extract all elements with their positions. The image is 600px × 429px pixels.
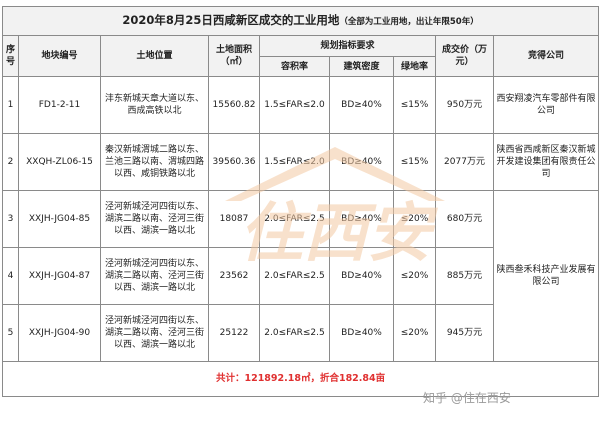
title-text: 2020年8月25日西咸新区成交的工业用地 — [122, 13, 340, 27]
cell-area: 15560.82 — [208, 76, 260, 134]
header-location: 土地位置 — [100, 35, 209, 77]
cell-far: 2.0≤FAR≤2.5 — [259, 247, 330, 305]
header-parcel: 地块编号 — [18, 35, 101, 77]
cell-location: 泾河新城泾河四街以东、湖滨二路以南、泾河三街以西、湖滨一路以北 — [100, 304, 209, 362]
title-note: （全部为工业用地，出让年限50年） — [339, 17, 479, 27]
cell-parcel: FD1-2-11 — [18, 76, 101, 134]
cell-seq: 1 — [2, 76, 19, 134]
cell-far: 2.0≤FAR≤2.5 — [259, 190, 330, 248]
cell-price: 2077万元 — [435, 133, 494, 191]
cell-green: ≤20% — [393, 304, 436, 362]
cell-density: BD≥40% — [329, 247, 394, 305]
credit-label: 知乎 @住在西安 — [423, 391, 511, 405]
cell-green: ≤20% — [393, 247, 436, 305]
cell-far: 1.5≤FAR≤2.0 — [259, 133, 330, 191]
table-row: 3 XXJH-JG04-85 泾河新城泾河四街以东、湖滨二路以南、泾河三街以西、… — [2, 190, 600, 362]
cell-area: 18087 — [208, 190, 260, 248]
cell-price: 950万元 — [435, 76, 494, 134]
cell-green: ≤15% — [393, 76, 436, 134]
cell-price: 885万元 — [435, 247, 494, 305]
header-density: 建筑密度 — [329, 56, 394, 77]
cell-location: 秦汉新城渭城二路以东、兰池三路以南、渭城四路以西、咸铜铁路以北 — [100, 133, 209, 191]
header-green: 绿地率 — [393, 56, 436, 77]
cell-parcel: XXJH-JG04-85 — [18, 190, 101, 248]
cell-winner: 陕西省西咸新区秦汉新城开发建设集团有限责任公司 — [492, 133, 600, 191]
cell-seq: 2 — [2, 133, 19, 191]
header-seq: 序号 — [2, 35, 19, 77]
table-footer: 共计：121892.18㎡，折合182.84亩 — [1, 361, 600, 397]
table-title: 2020年8月25日西咸新区成交的工业用地（全部为工业用地，出让年限50年） — [1, 6, 600, 36]
table-row: 1 FD1-2-11 沣东新城天章大道以东、西成高铁以北 15560.82 1.… — [2, 76, 600, 134]
cell-density: BD≥40% — [329, 76, 394, 134]
cell-density: BD≥40% — [329, 133, 394, 191]
cell-seq: 5 — [2, 304, 19, 362]
cell-price: 680万元 — [435, 190, 494, 248]
cell-price: 945万元 — [435, 304, 494, 362]
cell-location: 沣东新城天章大道以东、西成高铁以北 — [100, 76, 209, 134]
cell-winner: 陕西叁禾科技产业发展有限公司 — [492, 190, 600, 362]
cell-density: BD≥40% — [329, 304, 394, 362]
total-summary: 共计：121892.18㎡，折合182.84亩 — [215, 373, 386, 384]
cell-area: 23562 — [208, 247, 260, 305]
cell-seq: 4 — [2, 247, 19, 305]
cell-green: ≤20% — [393, 190, 436, 248]
cell-area: 25122 — [208, 304, 260, 362]
cell-parcel: XXJH-JG04-90 — [18, 304, 101, 362]
table-row: 4 XXJH-JG04-87 泾河新城泾河四街以东、湖滨二路以南、泾河三街以西、… — [2, 247, 599, 305]
cell-location: 泾河新城泾河四街以东、湖滨二路以南、泾河三街以西、湖滨一路以北 — [100, 247, 209, 305]
cell-far: 1.5≤FAR≤2.0 — [259, 76, 330, 134]
header-winner: 竞得公司 — [492, 35, 600, 77]
cell-density: BD≥40% — [329, 190, 394, 248]
cell-parcel: XXJH-JG04-87 — [18, 247, 101, 305]
cell-far: 2.0≤FAR≤2.5 — [259, 304, 330, 362]
header-area: 土地面积（㎡） — [208, 35, 260, 77]
header-planning: 规划指标要求 — [259, 35, 436, 57]
cell-seq: 3 — [2, 190, 19, 248]
header-price: 成交价（万元） — [435, 35, 494, 77]
cell-winner: 西安翔凌汽车零部件有限公司 — [492, 76, 600, 134]
table-row: 2 XXQH-ZL06-15 秦汉新城渭城二路以东、兰池三路以南、渭城四路以西、… — [2, 133, 600, 191]
header-far: 容积率 — [259, 56, 330, 77]
cell-green: ≤15% — [393, 133, 436, 191]
land-transaction-table: 2020年8月25日西咸新区成交的工业用地（全部为工业用地，出让年限50年） 序… — [1, 6, 600, 397]
cell-location: 泾河新城泾河四街以东、湖滨二路以南、泾河三街以西、湖滨一路以北 — [100, 190, 209, 248]
cell-parcel: XXQH-ZL06-15 — [18, 133, 101, 191]
cell-area: 39560.36 — [208, 133, 260, 191]
